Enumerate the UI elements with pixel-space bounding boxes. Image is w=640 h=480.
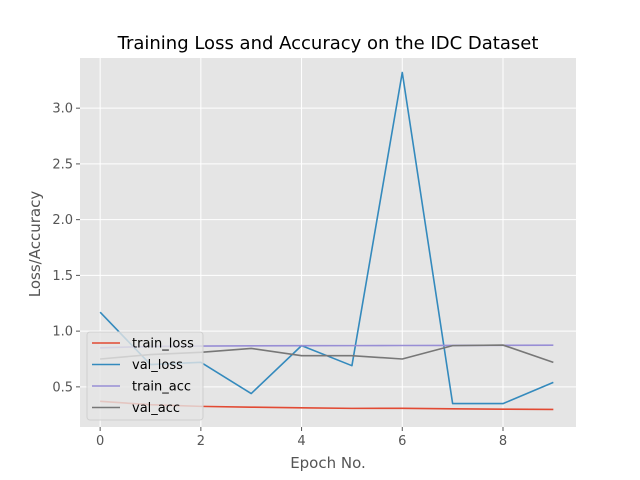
y-tick-label: 3.0 [52,102,73,117]
legend-label: train_loss [132,337,194,352]
x-axis-label: Epoch No. [290,454,366,472]
y-tick-label: 2.5 [52,157,73,172]
legend-label: val_acc [132,401,180,416]
y-tick-label: 2.0 [52,213,73,228]
y-tick-label: 1.5 [52,269,73,284]
y-tick-label: 1.0 [52,325,73,340]
chart-title: Training Loss and Accuracy on the IDC Da… [117,33,539,54]
x-tick-label: 2 [197,434,205,449]
x-axis-ticks: 0 2 4 6 8 [96,427,507,449]
legend-box [86,331,204,421]
y-axis-label: Loss/Accuracy [26,191,44,298]
x-tick-label: 8 [499,434,507,449]
legend-label: val_loss [132,358,183,373]
legend: train_loss val_loss train_acc val_acc [86,331,204,421]
y-tick-label: 0.5 [52,380,73,395]
legend-label: train_acc [132,380,191,395]
y-axis-ticks: 0.5 1.0 1.5 2.0 2.5 3.0 [52,102,80,395]
x-tick-label: 6 [398,434,406,449]
x-tick-label: 4 [297,434,305,449]
x-tick-label: 0 [96,434,104,449]
